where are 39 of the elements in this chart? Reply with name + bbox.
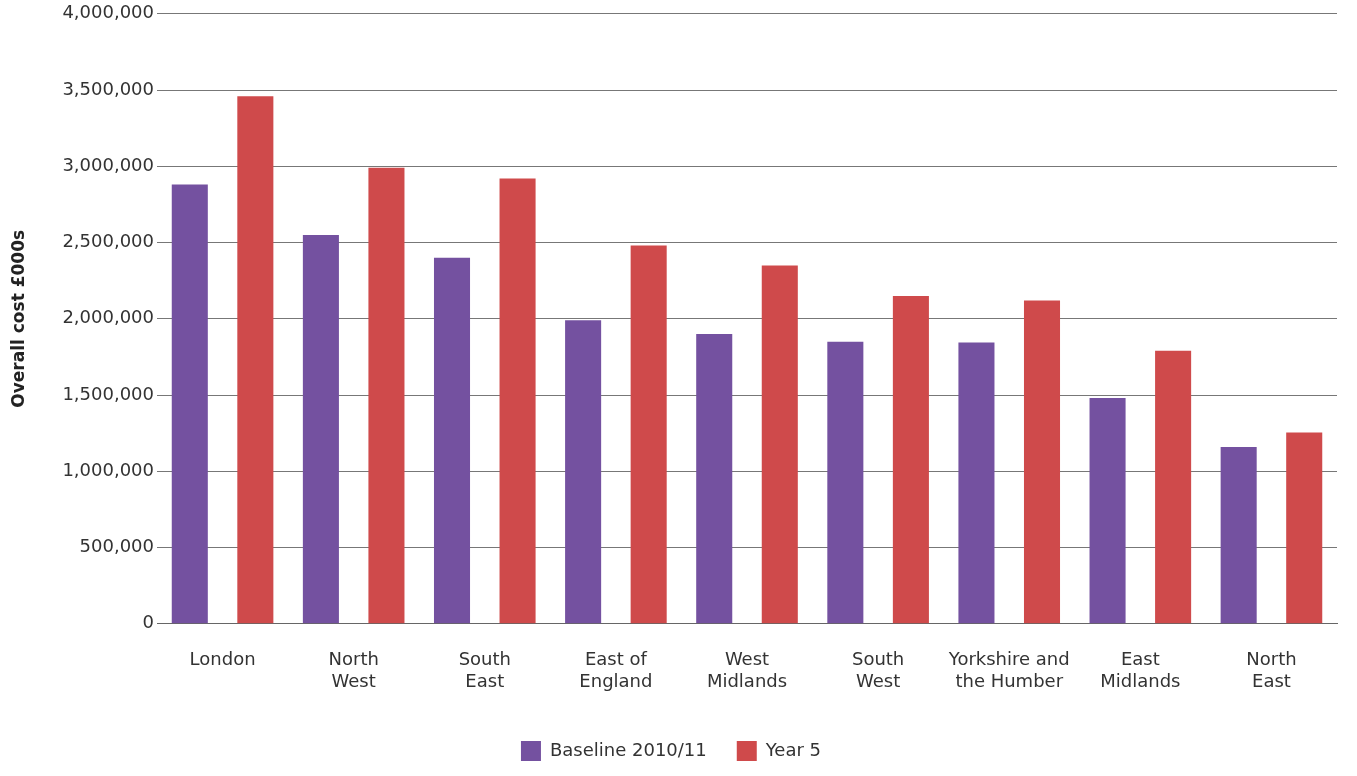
y-tick-label: 3,000,000	[62, 153, 155, 175]
bar	[761, 265, 798, 624]
y-tick-label: 500,000	[79, 535, 155, 557]
bar	[565, 320, 602, 624]
bar	[1220, 446, 1257, 624]
bar	[1089, 398, 1126, 624]
y-tick-label: 1,000,000	[62, 458, 155, 480]
x-tick-label: Yorkshire and the Humber	[947, 648, 1070, 691]
bar	[1023, 300, 1061, 624]
y-tick-label: 2,000,000	[62, 306, 155, 328]
bar	[368, 167, 405, 624]
x-tick-label: London	[189, 648, 256, 670]
x-tick-label: South West	[851, 648, 905, 691]
bar	[1286, 432, 1323, 624]
x-tick-label: North East	[1246, 648, 1297, 691]
bar	[696, 334, 733, 624]
bar	[958, 342, 995, 624]
y-tick-label: 2,500,000	[62, 230, 155, 252]
x-tick-label: South East	[458, 648, 511, 691]
y-tick-label: 1,500,000	[62, 382, 155, 404]
bar	[827, 341, 864, 624]
bar	[499, 178, 536, 624]
bar	[171, 184, 208, 624]
bar	[630, 245, 667, 624]
legend-label: Baseline 2010/11	[549, 738, 707, 760]
legend-label: Year 5	[764, 738, 822, 760]
bar	[237, 96, 274, 624]
bar	[302, 234, 339, 624]
x-tick-label: East Midlands	[1100, 648, 1181, 691]
bar	[1155, 350, 1192, 624]
y-tick-label: 3,500,000	[62, 77, 155, 99]
y-tick-label: 4,000,000	[62, 1, 155, 23]
bar	[433, 257, 471, 624]
x-tick-label: West Midlands	[706, 648, 788, 691]
bar	[892, 295, 929, 624]
y-axis-title: Overall cost £000s	[7, 229, 28, 408]
x-tick-label: North West	[328, 648, 379, 691]
y-tick-label: 0	[142, 611, 155, 633]
x-tick-label: East of England	[579, 648, 653, 691]
